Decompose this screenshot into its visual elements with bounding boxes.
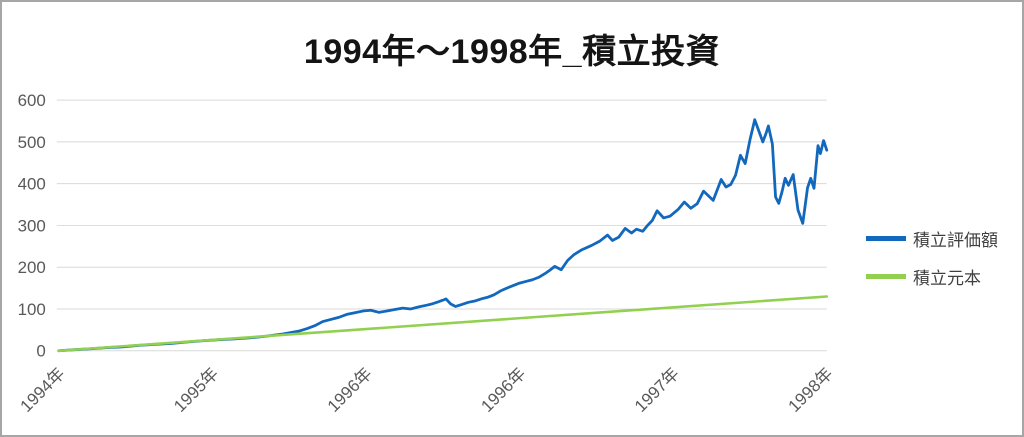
legend-swatch-valuation-icon [866, 235, 906, 241]
series-line-valuation [57, 118, 829, 353]
y-axis-tick-label: 400 [18, 175, 46, 194]
y-axis-tick-label: 100 [18, 300, 46, 319]
x-axis-tick-label: 1997年 [631, 364, 683, 416]
legend-item-valuation: 積立評価額 [866, 228, 998, 250]
chart-title: 1994年〜1998年_積立投資 [303, 33, 721, 71]
y-axis-tick-label: 200 [18, 258, 46, 277]
x-axis-tick-label: 1996年 [324, 364, 376, 416]
series-line-principal [57, 295, 829, 353]
legend: 積立評価額 積立元本 [866, 228, 998, 304]
legend-label-valuation: 積立評価額 [913, 230, 998, 250]
y-axis-tick-label: 600 [18, 91, 46, 110]
x-axis-tick-label: 1998年 [785, 364, 837, 416]
y-axis-tick-label: 300 [18, 216, 46, 235]
x-axis-tick-label: 1994年 [17, 364, 69, 416]
x-axis-tick-label: 1996年 [477, 364, 529, 416]
legend-item-principal: 積立元本 [866, 266, 998, 288]
legend-label-principal: 積立元本 [913, 268, 981, 288]
y-axis-tick-label: 0 [36, 342, 45, 361]
x-axis-tick-label: 1995年 [170, 364, 222, 416]
y-axis-tick-label: 500 [18, 133, 46, 152]
legend-swatch-principal-icon [866, 273, 906, 279]
